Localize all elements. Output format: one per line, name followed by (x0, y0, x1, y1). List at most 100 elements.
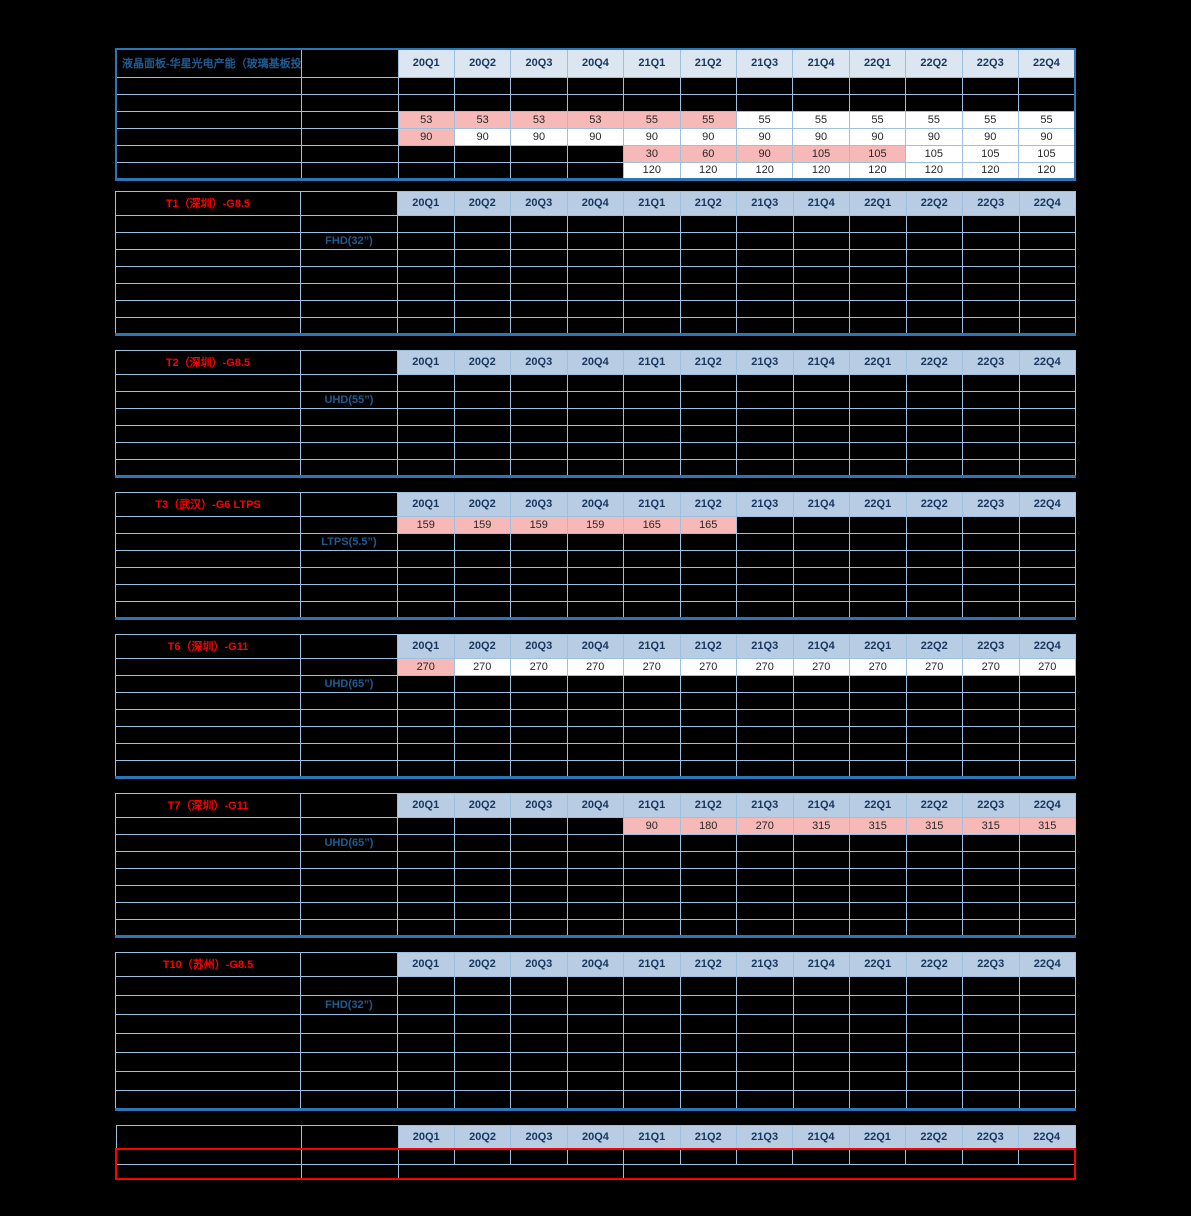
empty-cell (679, 390, 737, 409)
row-label-cell (115, 708, 301, 727)
quarter-header: 21Q1 (623, 349, 681, 375)
table-row (115, 93, 1076, 112)
empty-cell (849, 1032, 907, 1053)
empty-cell (566, 901, 624, 920)
section-title-bottom (115, 1124, 302, 1150)
empty-cell (736, 674, 794, 693)
table-bottom: 20Q1 20Q2 20Q3 20Q4 21Q1 21Q2 21Q3 21Q4 22Q1 22Q2… (115, 1124, 1077, 1180)
empty-cell (510, 1032, 568, 1053)
value-cell: 159 (510, 515, 568, 534)
empty-cell (1018, 901, 1076, 920)
quarter-header: 21Q3 (736, 491, 794, 517)
empty-cell (453, 248, 511, 267)
empty-cell (849, 600, 907, 619)
empty-cell (453, 299, 511, 318)
empty-cell (679, 850, 737, 869)
empty-cell (453, 884, 511, 903)
empty-cell (510, 867, 568, 886)
empty-cell (792, 532, 850, 551)
quarter-header: 22Q2 (905, 491, 963, 517)
empty-cell (736, 231, 794, 250)
row-label-cell (115, 549, 301, 568)
section-title-t2: T2（深圳）-G8.5 (115, 349, 301, 375)
empty-cell (736, 299, 794, 318)
empty-cell (849, 833, 907, 852)
empty-cell (679, 1070, 737, 1091)
value-cell: 270 (397, 657, 455, 676)
value-cell: 55 (905, 110, 963, 129)
empty-cell (1017, 1148, 1076, 1165)
empty-cell (1018, 600, 1076, 619)
table-row (115, 691, 1076, 710)
table-row (115, 583, 1076, 602)
quarter-header: 20Q2 (453, 792, 511, 818)
quarter-header: 20Q3 (510, 792, 568, 818)
empty-cell (792, 458, 850, 477)
empty-cell (623, 373, 681, 392)
value-cell: 55 (1017, 110, 1076, 129)
product-column-header (300, 190, 398, 216)
empty-cell (623, 918, 681, 937)
empty-cell (962, 566, 1020, 585)
empty-cell (735, 1148, 794, 1165)
empty-cell (397, 93, 455, 112)
empty-cell (962, 282, 1020, 301)
value-cell: 60 (679, 144, 737, 163)
quarter-header: 22Q2 (905, 951, 963, 977)
empty-cell (397, 708, 455, 727)
empty-cell (849, 316, 907, 335)
empty-cell (848, 1148, 907, 1165)
quarter-header: 20Q2 (453, 349, 511, 375)
quarter-header: 22Q1 (849, 190, 907, 216)
quarter-header: 22Q3 (962, 633, 1020, 659)
table-row (115, 901, 1076, 920)
empty-cell (566, 282, 624, 301)
empty-cell (510, 424, 568, 443)
empty-cell (453, 708, 511, 727)
product-column-header (300, 349, 398, 375)
product-column-header (300, 633, 398, 659)
quarter-header: 22Q1 (848, 1124, 907, 1150)
empty-cell (566, 1070, 624, 1091)
product-cell (300, 299, 398, 318)
table-row (115, 299, 1076, 318)
empty-cell (453, 1013, 511, 1034)
empty-cell (736, 725, 794, 744)
empty-cell (962, 214, 1020, 233)
empty-cell (453, 93, 512, 112)
product-cell (300, 265, 398, 284)
empty-cell (397, 144, 455, 163)
row-label-cell (115, 532, 301, 551)
row-label-cell (115, 725, 301, 744)
quarter-header: 20Q3 (510, 190, 568, 216)
empty-cell (679, 583, 737, 602)
empty-cell (1018, 407, 1076, 426)
empty-cell (1018, 867, 1076, 886)
quarter-header: 20Q1 (397, 633, 455, 659)
empty-cell (792, 373, 850, 392)
empty-cell (397, 566, 455, 585)
empty-cell (961, 93, 1019, 112)
empty-cell (905, 742, 963, 761)
empty-cell (623, 76, 681, 95)
quarter-header: 22Q2 (905, 633, 963, 659)
empty-cell (510, 674, 568, 693)
value-cell: 120 (848, 161, 907, 180)
empty-cell (1018, 1013, 1076, 1034)
empty-cell (623, 725, 681, 744)
row-label-cell (115, 299, 301, 318)
row-label-cell (115, 76, 302, 95)
empty-cell (905, 458, 963, 477)
empty-cell (905, 833, 963, 852)
quarter-header: 22Q1 (848, 48, 907, 78)
quarter-header: 21Q4 (792, 491, 850, 517)
empty-cell (736, 265, 794, 284)
empty-cell (1018, 759, 1076, 778)
value-cell: 105 (1017, 144, 1076, 163)
empty-cell (453, 144, 512, 163)
empty-cell (510, 161, 568, 180)
table-t1: T1（深圳）-G8.5 20Q1 20Q2 20Q3 20Q4 21Q1 21Q2 21Q3 2… (115, 190, 1076, 336)
row-label-cell (115, 127, 302, 146)
value-cell: 165 (623, 515, 681, 534)
empty-cell (623, 691, 681, 710)
